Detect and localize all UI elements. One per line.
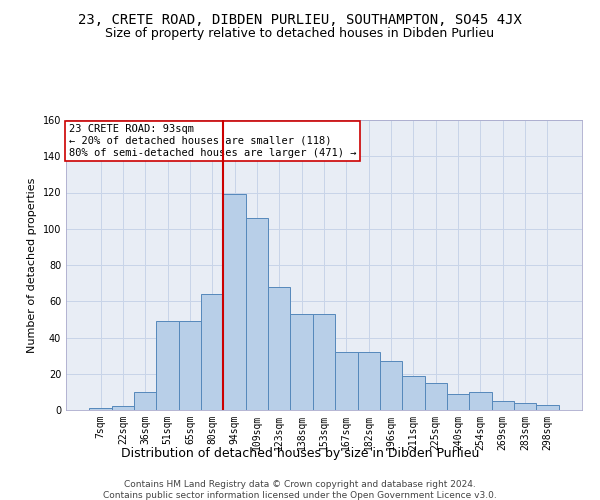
Text: Size of property relative to detached houses in Dibden Purlieu: Size of property relative to detached ho… [106, 28, 494, 40]
Bar [447, 394, 469, 410]
Bar [246, 218, 268, 410]
Bar [201, 294, 223, 410]
Bar [223, 194, 246, 410]
Bar [179, 321, 201, 410]
Bar [134, 392, 157, 410]
Bar [358, 352, 380, 410]
Bar [469, 392, 491, 410]
Bar [491, 401, 514, 410]
Bar [89, 408, 112, 410]
Bar [313, 314, 335, 410]
Bar [380, 361, 402, 410]
Bar [290, 314, 313, 410]
Bar [425, 383, 447, 410]
Bar [536, 404, 559, 410]
Text: Distribution of detached houses by size in Dibden Purlieu: Distribution of detached houses by size … [121, 448, 479, 460]
Bar [402, 376, 425, 410]
Text: Contains HM Land Registry data © Crown copyright and database right 2024.: Contains HM Land Registry data © Crown c… [124, 480, 476, 489]
Y-axis label: Number of detached properties: Number of detached properties [27, 178, 37, 352]
Bar [268, 287, 290, 410]
Bar [335, 352, 358, 410]
Bar [514, 403, 536, 410]
Bar [157, 321, 179, 410]
Text: 23, CRETE ROAD, DIBDEN PURLIEU, SOUTHAMPTON, SO45 4JX: 23, CRETE ROAD, DIBDEN PURLIEU, SOUTHAMP… [78, 12, 522, 26]
Bar [112, 406, 134, 410]
Text: Contains public sector information licensed under the Open Government Licence v3: Contains public sector information licen… [103, 491, 497, 500]
Text: 23 CRETE ROAD: 93sqm
← 20% of detached houses are smaller (118)
80% of semi-deta: 23 CRETE ROAD: 93sqm ← 20% of detached h… [68, 124, 356, 158]
